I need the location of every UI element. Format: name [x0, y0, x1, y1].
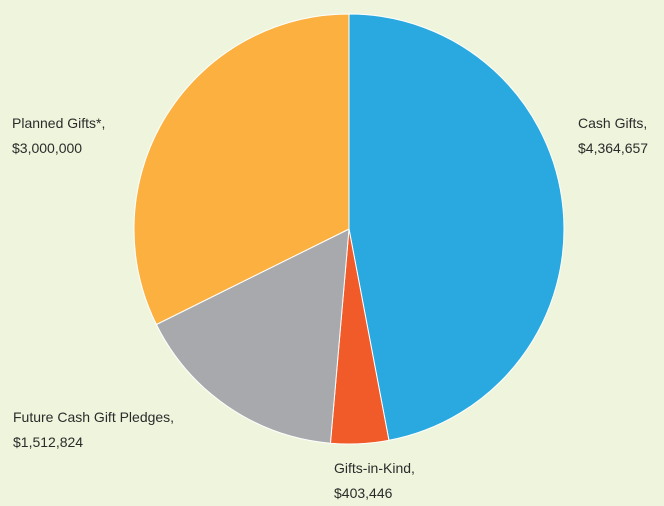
slice-label-value: $4,364,657: [578, 140, 649, 156]
pie-slice-future-cash-gift-pledges: [155, 228, 350, 444]
slice-label-planned-gifts: Planned Gifts*, $3,000,000: [12, 111, 105, 161]
slice-label-gifts-in-kind: Gifts-in-Kind, $403,446: [334, 456, 415, 506]
pie-slice-cash-gifts: [348, 13, 565, 441]
pie-slices: [133, 13, 565, 445]
slice-label-name: Future Cash Gift Pledges,: [13, 409, 175, 425]
slice-label-cash-gifts: Cash Gifts, $4,364,657: [578, 111, 648, 161]
pie-slice-planned-gifts: [133, 13, 350, 325]
slice-label-future-cash-gift-pledges: Future Cash Gift Pledges, $1,512,824: [13, 405, 174, 455]
slice-label-value: $403,446: [334, 485, 393, 501]
slice-label-name: Cash Gifts,: [578, 115, 648, 131]
slice-label-name: Gifts-in-Kind,: [334, 460, 415, 476]
slice-label-name: Planned Gifts*,: [12, 115, 106, 131]
slice-label-value: $1,512,824: [13, 434, 84, 450]
slice-label-value: $3,000,000: [12, 140, 83, 156]
